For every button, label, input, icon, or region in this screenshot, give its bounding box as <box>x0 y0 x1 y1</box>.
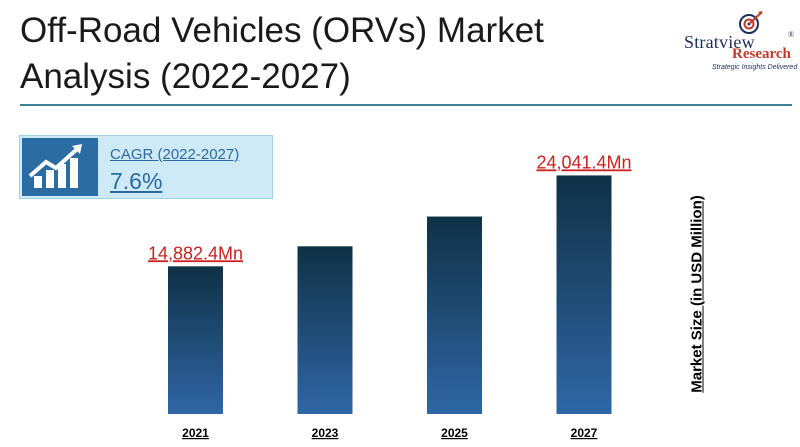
page-title: Off-Road Vehicles (ORVs) Market Analysis… <box>20 11 544 96</box>
cagr-box: CAGR (2022-2027) 7.6% <box>19 135 273 199</box>
x-tick-label: 2021 <box>182 426 209 440</box>
bar-2021 <box>168 266 223 414</box>
bar-2025 <box>427 216 482 414</box>
data-label: 24,041.4Mn <box>536 152 631 172</box>
logo-tagline: Strategic Insights Delivered <box>712 64 798 71</box>
x-tick-label: 2025 <box>441 426 468 440</box>
x-tick-label: 2023 <box>312 426 339 440</box>
y-axis-title: Market Size (in USD Million) <box>688 195 706 393</box>
bar-2023 <box>297 246 353 414</box>
title-divider <box>20 104 792 106</box>
bar-2027 <box>556 175 612 414</box>
logo-target-icon <box>739 11 763 34</box>
growth-chart-icon <box>22 138 98 196</box>
logo-registered-mark: ® <box>788 30 795 39</box>
data-label: 14,882.4Mn <box>148 243 243 263</box>
logo-sub: Research <box>732 46 791 62</box>
cagr-value: 7.6% <box>110 168 163 194</box>
x-tick-label: 2027 <box>571 426 598 440</box>
cagr-label: CAGR (2022-2027) <box>110 146 240 163</box>
stratview-logo: Stratview ® Research Strategic Insights … <box>682 10 798 76</box>
logo-brand: Stratview <box>684 32 755 52</box>
